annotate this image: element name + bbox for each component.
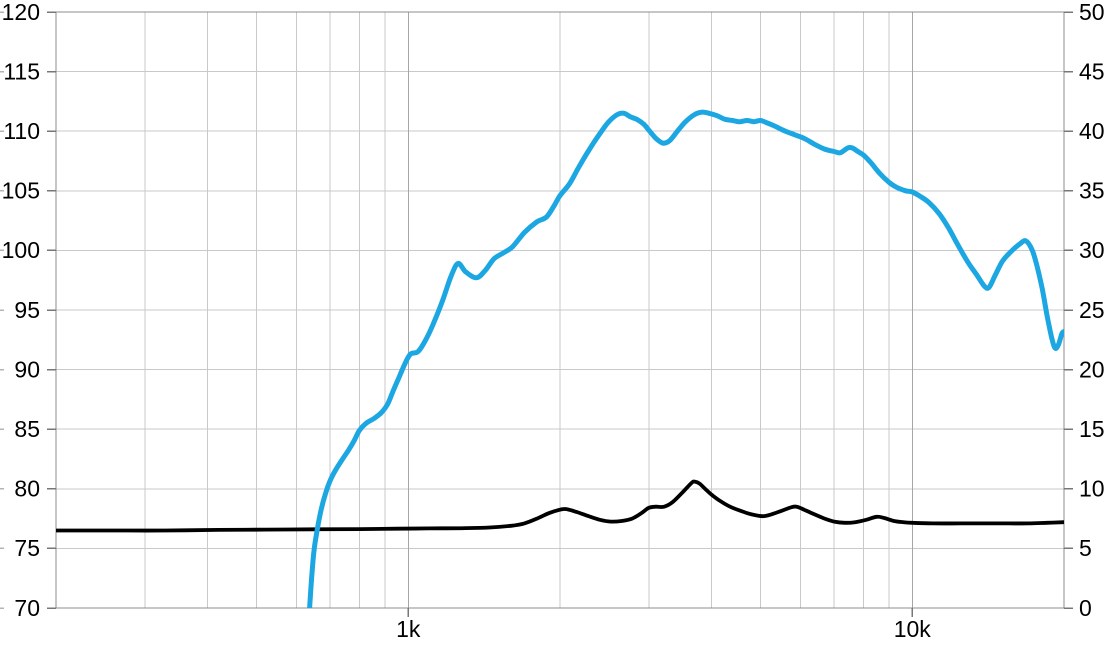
curve-layer — [56, 109, 1064, 608]
grid-layer — [55, 11, 1065, 609]
y-axis-left-tick-label: 105 — [2, 178, 40, 204]
y-axis-right-tick-label: 25 — [1079, 297, 1105, 323]
y-axis-left-tick-label: 85 — [14, 416, 40, 442]
impedance-curve — [56, 479, 1064, 533]
y-axis-right-tick-label: 5 — [1079, 535, 1092, 561]
y-axis-right-tick-label: 40 — [1079, 118, 1105, 144]
y-axis-right-tick-label: 50 — [1079, 0, 1105, 25]
y-axis-left-tick-label: 90 — [14, 356, 40, 382]
y-axis-right-tick-label: 45 — [1079, 58, 1105, 84]
y-axis-left-tick-label: 75 — [14, 535, 40, 561]
y-axis-right-tick-label: 20 — [1079, 356, 1105, 382]
y-axis-left-tick-label: 80 — [14, 476, 40, 502]
spl-curve — [307, 109, 1064, 608]
axis-tick-layer — [0, 11, 1073, 617]
x-axis-tick-label: 10k — [894, 616, 932, 642]
y-axis-left-tick-label: 95 — [14, 297, 40, 323]
y-axis-right-tick-label: 0 — [1079, 595, 1092, 621]
y-axis-left-tick-label: 110 — [3, 118, 40, 144]
y-axis-left-tick-label: 120 — [2, 0, 40, 25]
y-axis-right-tick-label: 15 — [1079, 416, 1105, 442]
y-axis-right-tick-label: 30 — [1079, 237, 1105, 263]
y-axis-right-tick-label: 35 — [1079, 178, 1105, 204]
axis-label-layer: 1201151101051009590858075705045403530252… — [2, 0, 1105, 642]
x-axis-tick-label: 1k — [396, 616, 421, 642]
y-axis-left-tick-label: 70 — [14, 595, 40, 621]
y-axis-left-tick-label: 100 — [2, 237, 40, 263]
y-axis-right-tick-label: 10 — [1079, 476, 1105, 502]
y-axis-left-tick-label: 115 — [3, 58, 40, 84]
